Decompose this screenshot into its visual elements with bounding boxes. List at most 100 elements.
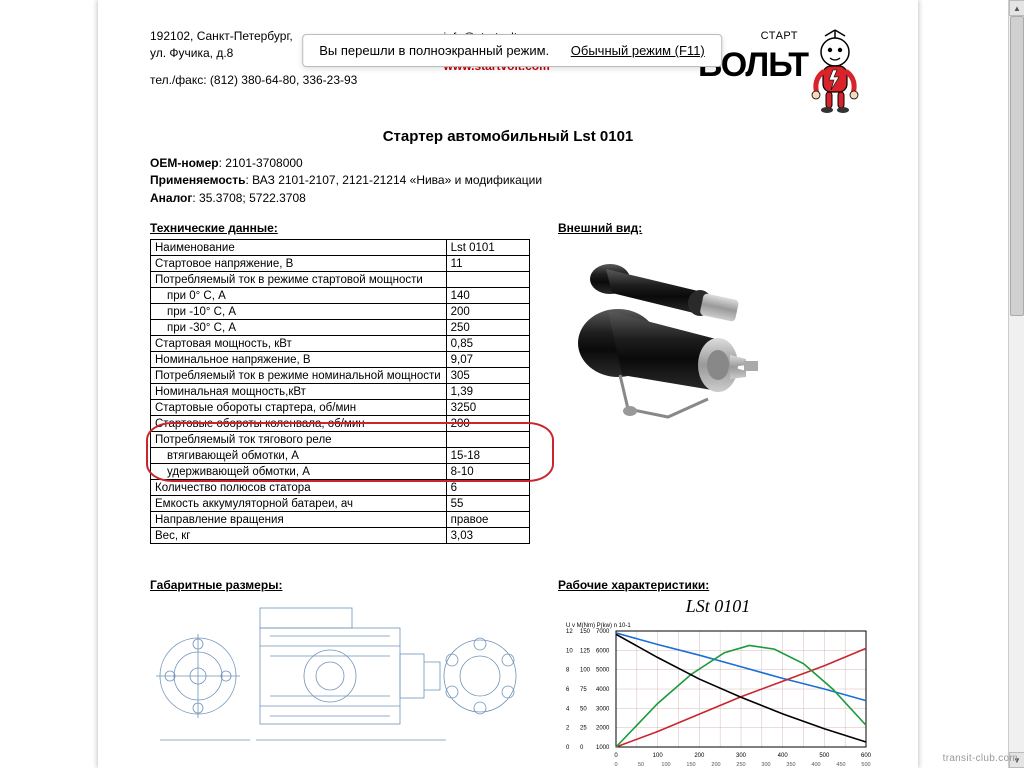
analog-label: Аналог <box>150 191 192 205</box>
table-row: при -10° С, А200 <box>151 304 530 320</box>
spec-value: 305 <box>446 368 529 384</box>
table-row: Потребляемый ток в режиме номинальной мо… <box>151 368 530 384</box>
section-spec: Технические данные: <box>150 221 530 235</box>
svg-text:0: 0 <box>614 753 618 759</box>
spec-value: 8-10 <box>446 464 529 480</box>
svg-text:250: 250 <box>736 762 745 768</box>
table-row: Потребляемый ток тягового реле <box>151 432 530 448</box>
svg-text:125: 125 <box>580 649 591 655</box>
svg-text:300: 300 <box>761 762 770 768</box>
viewport: 192102, Санкт-Петербург, ул. Фучика, д.8… <box>0 0 1024 768</box>
brand-small: СТАРТ <box>761 30 798 42</box>
table-row: Вес, кг3,03 <box>151 528 530 544</box>
chart-title: LSt 0101 <box>558 596 878 617</box>
table-row: Стартовые обороты стартера, об/мин3250 <box>151 400 530 416</box>
spec-key: Стартовая мощность, кВт <box>151 336 447 352</box>
section-dims: Габаритные размеры: <box>150 578 530 592</box>
svg-text:8: 8 <box>566 668 570 674</box>
svg-text:400: 400 <box>778 753 789 759</box>
spec-key: Количество полюсов статора <box>151 480 447 496</box>
table-row: удерживающей обмотки, А8-10 <box>151 464 530 480</box>
svg-text:350: 350 <box>786 762 795 768</box>
table-row: втягивающей обмотки, А15-18 <box>151 448 530 464</box>
table-row: Количество полюсов статора6 <box>151 480 530 496</box>
svg-text:4: 4 <box>566 707 570 713</box>
svg-text:400: 400 <box>811 762 820 768</box>
spec-value: правое <box>446 512 529 528</box>
spec-key: Стартовые обороты стартера, об/мин <box>151 400 447 416</box>
spec-value: 9,07 <box>446 352 529 368</box>
table-row: Стартовая мощность, кВт0,85 <box>151 336 530 352</box>
spec-value: 1,39 <box>446 384 529 400</box>
spec-key: Номинальное напряжение, В <box>151 352 447 368</box>
phone-label: тел./факс: <box>150 73 207 87</box>
spec-key: Направление вращения <box>151 512 447 528</box>
spec-value: 140 <box>446 288 529 304</box>
spec-key: Стартовое напряжение, В <box>151 256 447 272</box>
svg-text:100: 100 <box>653 753 664 759</box>
scrollbar[interactable]: ▲ ▼ <box>1008 0 1024 768</box>
svg-text:500: 500 <box>819 753 830 759</box>
svg-text:50: 50 <box>638 762 644 768</box>
svg-text:1000: 1000 <box>596 745 610 751</box>
table-row: Направление вращенияправое <box>151 512 530 528</box>
svg-text:5000: 5000 <box>596 668 610 674</box>
page-title: Стартер автомобильный Lst 0101 <box>150 128 866 145</box>
product-image <box>558 243 778 443</box>
svg-text:150: 150 <box>686 762 695 768</box>
spec-key: при 0° С, А <box>151 288 447 304</box>
spec-key: Вес, кг <box>151 528 447 544</box>
watermark: transit-club.com <box>943 753 1018 764</box>
spec-value <box>446 432 529 448</box>
svg-text:2000: 2000 <box>596 726 610 732</box>
phone: (812) 380-64-80, 336-23-93 <box>210 73 357 87</box>
app-label: Применяемость <box>150 173 245 187</box>
analog-value: : 35.3708; 5722.3708 <box>192 191 305 205</box>
spec-value: 3250 <box>446 400 529 416</box>
scroll-thumb[interactable] <box>1010 16 1024 316</box>
table-row: Номинальная мощность,кВт1,39 <box>151 384 530 400</box>
mascot-icon <box>804 28 866 114</box>
performance-chart: U v M(Nm) P(kw) n 10-1121086420150125100… <box>558 619 878 768</box>
section-view: Внешний вид: <box>558 221 866 235</box>
spec-value <box>446 272 529 288</box>
svg-text:100: 100 <box>580 668 591 674</box>
app-value: : ВАЗ 2101-2107, 2121-21214 «Нива» и мод… <box>245 173 542 187</box>
table-row: Емкость аккумуляторной батареи, ач55 <box>151 496 530 512</box>
svg-text:200: 200 <box>711 762 720 768</box>
table-row: Стартовое напряжение, В11 <box>151 256 530 272</box>
spec-value: 3,03 <box>446 528 529 544</box>
table-row: при 0° С, А140 <box>151 288 530 304</box>
spec-key: Потребляемый ток тягового реле <box>151 432 447 448</box>
document-page: 192102, Санкт-Петербург, ул. Фучика, д.8… <box>98 0 918 768</box>
spec-value: 55 <box>446 496 529 512</box>
table-row: при -30° С, А250 <box>151 320 530 336</box>
scroll-up-button[interactable]: ▲ <box>1009 0 1024 16</box>
svg-text:10: 10 <box>566 649 573 655</box>
spec-key: Номинальная мощность,кВт <box>151 384 447 400</box>
spec-key: при -30° С, А <box>151 320 447 336</box>
svg-text:3000: 3000 <box>596 707 610 713</box>
fullscreen-msg: Вы перешли в полноэкранный режим. <box>319 43 549 58</box>
svg-text:0: 0 <box>614 762 617 768</box>
svg-text:6: 6 <box>566 687 570 693</box>
table-row: НаименованиеLst 0101 <box>151 240 530 256</box>
spec-table: НаименованиеLst 0101Стартовое напряжение… <box>150 239 530 544</box>
oem-label: ОЕМ-номер <box>150 156 219 170</box>
svg-text:100: 100 <box>661 762 670 768</box>
spec-key: Стартовые обороты коленвала, об/мин <box>151 416 447 432</box>
svg-text:6000: 6000 <box>596 649 610 655</box>
spec-value: Lst 0101 <box>446 240 529 256</box>
spec-key: Наименование <box>151 240 447 256</box>
svg-text:500: 500 <box>861 762 870 768</box>
svg-text:4000: 4000 <box>596 687 610 693</box>
exit-fullscreen-link[interactable]: Обычный режим (F11) <box>571 43 705 58</box>
spec-value: 0,85 <box>446 336 529 352</box>
spec-value: 200 <box>446 304 529 320</box>
svg-text:12: 12 <box>566 629 573 635</box>
svg-text:75: 75 <box>580 687 587 693</box>
svg-text:200: 200 <box>694 753 705 759</box>
spec-key: втягивающей обмотки, А <box>151 448 447 464</box>
oem-value: : 2101-3708000 <box>219 156 303 170</box>
spec-key: при -10° С, А <box>151 304 447 320</box>
